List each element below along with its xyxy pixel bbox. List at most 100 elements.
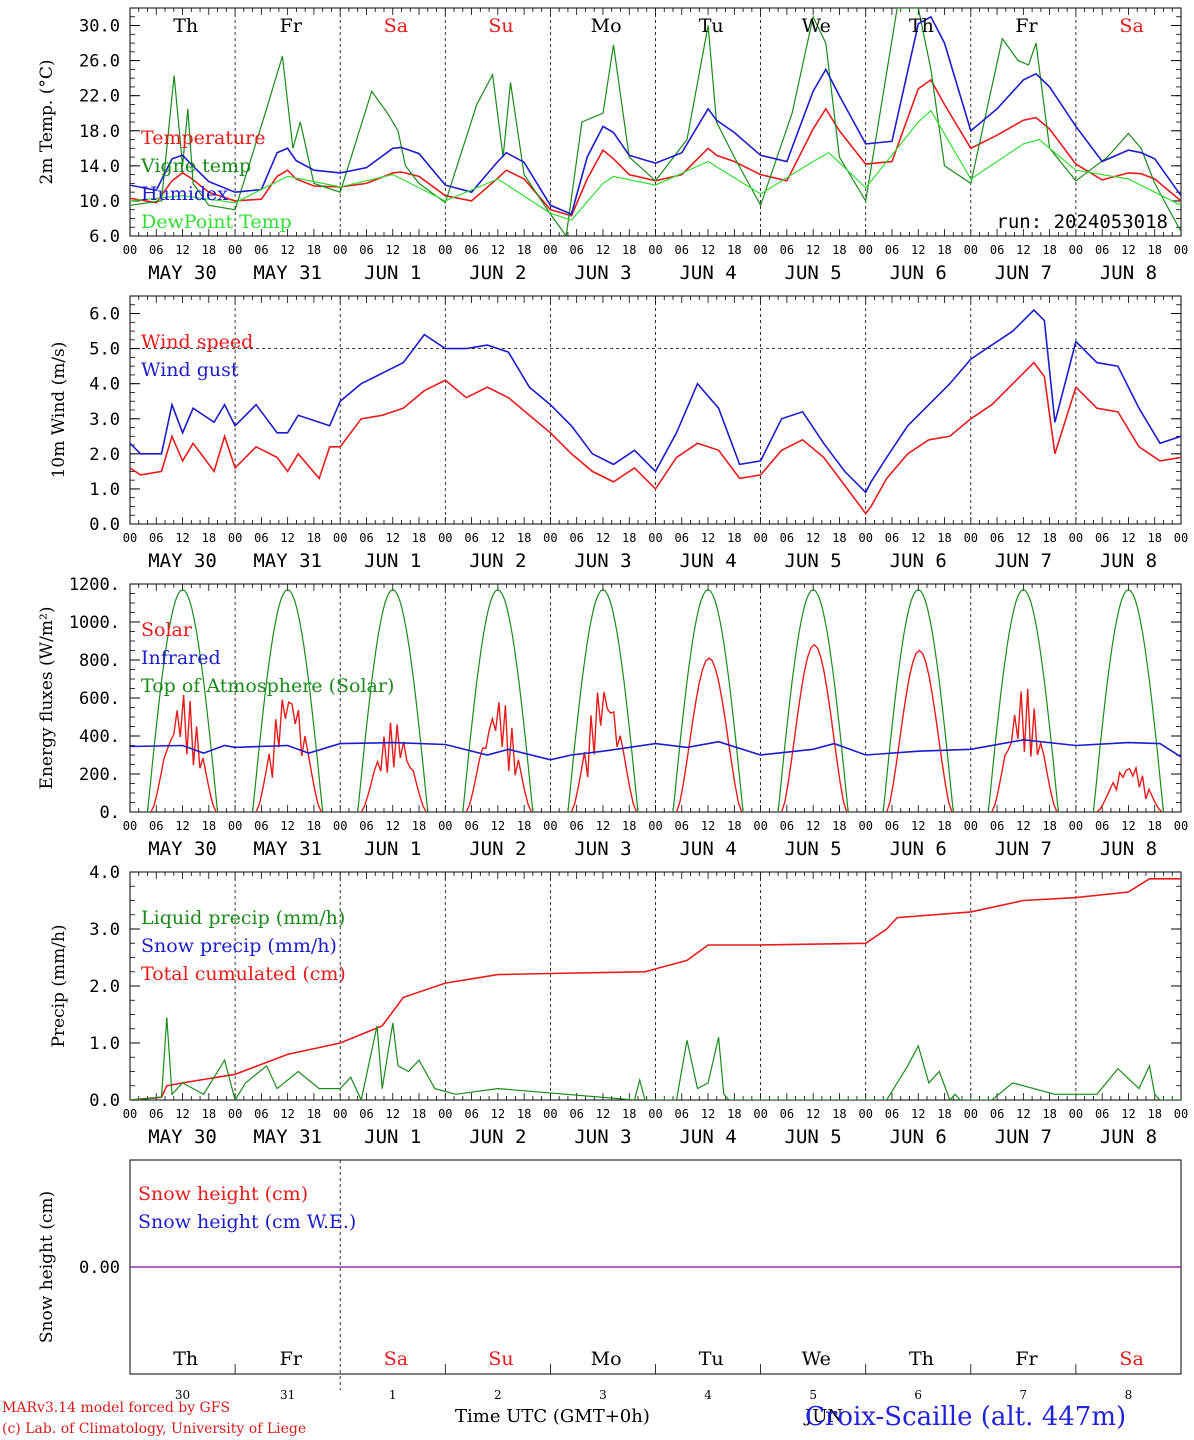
hour-tick-label: 00: [543, 531, 557, 545]
hour-tick-label: 18: [832, 243, 846, 257]
y-tick-label: 0.0: [89, 515, 120, 535]
hour-tick-label: 06: [149, 1107, 163, 1121]
date-label: JUN 5: [785, 262, 842, 284]
y-tick-label: 1200.: [69, 575, 120, 595]
hour-tick-label: 00: [648, 819, 662, 833]
hour-tick-label: 18: [1042, 819, 1056, 833]
hour-tick-label: 06: [780, 531, 794, 545]
series-vigne-temp: [130, 8, 1181, 236]
weekday-label: Mo: [591, 15, 622, 37]
hour-tick-label: 12: [386, 819, 400, 833]
hour-tick-label: 06: [885, 819, 899, 833]
date-label: MAY 30: [148, 1126, 217, 1148]
hour-tick-label: 00: [1174, 243, 1188, 257]
weekday-label: Fr: [1015, 15, 1038, 37]
hour-tick-label: 12: [1016, 819, 1030, 833]
y-tick-label: 6.0: [89, 227, 120, 247]
hour-tick-label: 12: [701, 819, 715, 833]
series-wind-speed: [130, 361, 1181, 515]
date-label: JUN 7: [995, 550, 1052, 572]
series-solar: [150, 643, 1163, 812]
hour-tick-label: 12: [386, 1107, 400, 1121]
hour-tick-label: 00: [648, 531, 662, 545]
legend-entry: Liquid precip (mm/h): [141, 907, 345, 929]
hour-tick-label: 12: [491, 1107, 505, 1121]
hour-tick-label: 06: [885, 243, 899, 257]
y-tick-label: 0.00: [79, 1258, 120, 1278]
hour-tick-label: 18: [202, 531, 216, 545]
legend-entry: Total cumulated (cm): [141, 963, 346, 985]
y-tick-label: 800.: [79, 651, 120, 671]
legend-entry: Solar: [141, 619, 193, 641]
y-tick-label: 600.: [79, 689, 120, 709]
y-tick-label: 26.0: [79, 52, 120, 72]
hour-tick-label: 12: [491, 819, 505, 833]
hour-tick-label: 12: [280, 243, 294, 257]
day-number-label: 2: [494, 1388, 502, 1402]
day-number-label: 5: [809, 1388, 817, 1402]
date-label: JUN 5: [785, 838, 842, 860]
date-label: JUN 8: [1100, 1126, 1157, 1148]
date-label: JUN 6: [890, 1126, 947, 1148]
weekday-label-bottom: Th: [173, 1348, 198, 1370]
hour-tick-label: 18: [622, 1107, 636, 1121]
hour-tick-label: 06: [1095, 819, 1109, 833]
hour-tick-label: 18: [832, 819, 846, 833]
day-number-label: 1: [389, 1388, 397, 1402]
y-tick-label: 30.0: [79, 17, 120, 37]
legend-entry: Snow height (cm): [138, 1183, 308, 1205]
hour-tick-label: 12: [1121, 531, 1135, 545]
hour-tick-label: 12: [911, 819, 925, 833]
hour-tick-label: 18: [622, 819, 636, 833]
hour-tick-label: 00: [438, 243, 452, 257]
model-credit: MARv3.14 model forced by GFS: [2, 1400, 231, 1416]
hour-tick-label: 18: [307, 819, 321, 833]
hour-tick-label: 06: [149, 243, 163, 257]
day-number-label: 4: [704, 1388, 712, 1402]
y-tick-label: 1000.: [69, 613, 120, 633]
hour-tick-label: 00: [1069, 243, 1083, 257]
hour-tick-label: 06: [990, 531, 1004, 545]
hour-tick-label: 18: [937, 1107, 951, 1121]
hour-tick-label: 12: [911, 531, 925, 545]
hour-tick-label: 00: [228, 243, 242, 257]
weekday-label: Th: [173, 15, 198, 37]
hour-tick-label: 12: [491, 243, 505, 257]
hour-tick-label: 06: [885, 531, 899, 545]
date-label: JUN 8: [1100, 262, 1157, 284]
y-tick-label: 1.0: [89, 1034, 120, 1054]
legend-entry: Top of Atmosphere (Solar): [141, 675, 394, 697]
hour-tick-label: 06: [464, 1107, 478, 1121]
hour-tick-label: 06: [780, 1107, 794, 1121]
weekday-label-bottom: Fr: [280, 1348, 303, 1370]
hour-tick-label: 06: [990, 243, 1004, 257]
y-tick-label: 400.: [79, 727, 120, 747]
date-label: JUN 8: [1100, 838, 1157, 860]
date-label: MAY 31: [253, 262, 322, 284]
hour-tick-label: 00: [438, 1107, 452, 1121]
legend-entry: Vigne temp: [140, 155, 251, 177]
hour-tick-label: 00: [1174, 531, 1188, 545]
date-label: MAY 31: [253, 838, 322, 860]
hour-tick-label: 00: [964, 1107, 978, 1121]
hour-tick-label: 06: [675, 531, 689, 545]
hour-tick-label: 00: [648, 1107, 662, 1121]
y-tick-label: 1.0: [89, 480, 120, 500]
hour-tick-label: 12: [596, 531, 610, 545]
hour-tick-label: 18: [307, 531, 321, 545]
weekday-label-bottom: Mo: [591, 1348, 622, 1370]
weekday-label-bottom: Th: [909, 1348, 934, 1370]
series-temperature: [130, 78, 1181, 217]
weekday-label: Su: [488, 15, 513, 37]
hour-tick-label: 18: [727, 531, 741, 545]
hour-tick-label: 06: [885, 1107, 899, 1121]
y-tick-label: 3.0: [89, 410, 120, 430]
hour-tick-label: 18: [1042, 531, 1056, 545]
hour-tick-label: 06: [569, 243, 583, 257]
hour-tick-label: 18: [622, 531, 636, 545]
date-label: JUN 2: [469, 262, 526, 284]
hour-tick-label: 12: [806, 531, 820, 545]
hour-tick-label: 18: [517, 819, 531, 833]
hour-tick-label: 06: [359, 1107, 373, 1121]
hour-tick-label: 06: [1095, 243, 1109, 257]
